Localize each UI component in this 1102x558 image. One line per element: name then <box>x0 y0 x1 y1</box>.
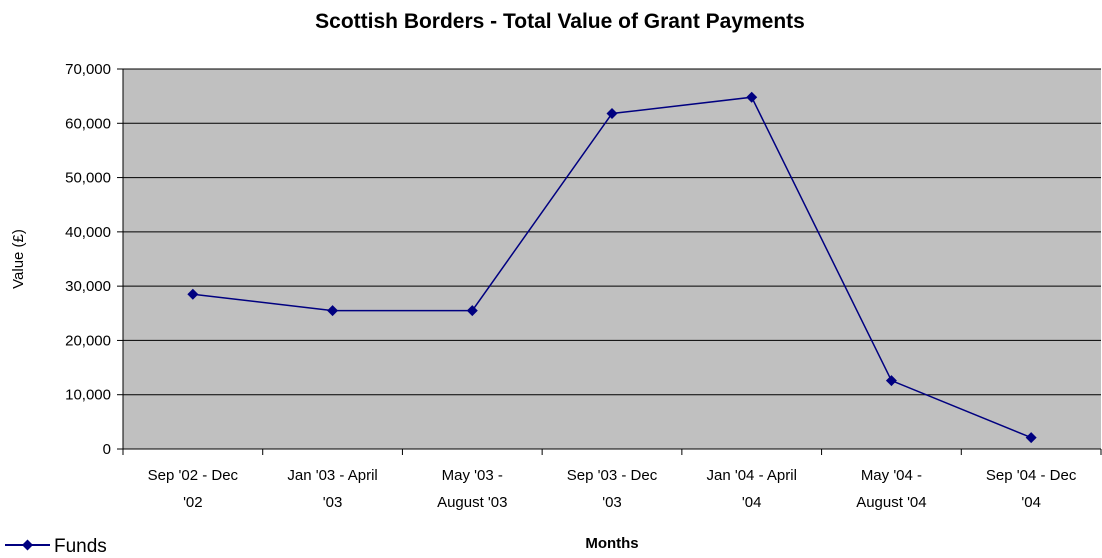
x-tick-label: Sep '04 - Dec '04 <box>986 467 1077 511</box>
data-point <box>466 305 478 317</box>
x-tick-label: Jan '04 - April '04 <box>707 467 797 511</box>
x-axis-label: Months <box>585 535 638 552</box>
x-tick-label: Jan '03 - April '03 <box>287 467 377 511</box>
x-axis-ticks: Sep '02 - Dec '02 Jan '03 - April '03 May '0… <box>122 449 1102 511</box>
data-point <box>327 305 339 317</box>
data-point <box>1025 432 1037 444</box>
y-tick-label: 40,000 <box>65 224 111 241</box>
plot-area <box>123 69 1101 449</box>
y-tick-label: 10,000 <box>65 387 111 404</box>
y-tick-label: 60,000 <box>65 115 111 132</box>
y-tick-label: 50,000 <box>65 170 111 187</box>
gridlines <box>123 68 1101 396</box>
legend-marker-funds <box>22 539 33 551</box>
data-point <box>187 288 199 300</box>
data-point <box>606 108 618 120</box>
y-tick-label: 20,000 <box>65 332 111 349</box>
y-tick-label: 0 <box>103 441 111 458</box>
x-tick-label: May '03 -August '03 <box>437 467 507 511</box>
y-tick-label: 30,000 <box>65 278 111 295</box>
x-tick-label: Sep '03 - Dec '03 <box>567 467 658 511</box>
y-axis-ticks: 0 10,000 20,000 30,000 40,000 50,000 60,000 70,… <box>65 61 123 458</box>
x-tick-label: May '04 -August '04 <box>856 467 926 511</box>
y-tick-label: 70,000 <box>65 61 111 78</box>
legend-label-funds: Funds <box>54 536 107 557</box>
y-axis-label: Value (£) <box>10 229 27 289</box>
x-tick-label: Sep '02 - Dec '02 <box>148 467 239 511</box>
data-point <box>885 375 897 387</box>
data-point <box>746 91 758 103</box>
legend: Funds <box>5 536 107 557</box>
chart-title: Scottish Borders - Total Value of Grant … <box>315 10 805 33</box>
series-funds <box>187 91 1037 444</box>
